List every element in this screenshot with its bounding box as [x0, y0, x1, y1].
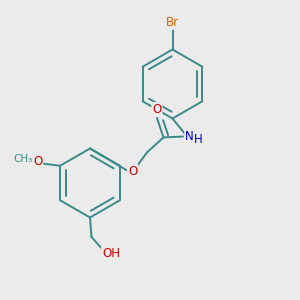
Text: O: O [128, 165, 137, 178]
Text: H: H [194, 133, 203, 146]
Text: Br: Br [166, 16, 179, 29]
Text: O: O [152, 103, 161, 116]
Text: CH₃: CH₃ [13, 154, 32, 164]
Text: O: O [33, 155, 42, 168]
Text: N: N [185, 130, 194, 143]
Text: OH: OH [102, 247, 120, 260]
